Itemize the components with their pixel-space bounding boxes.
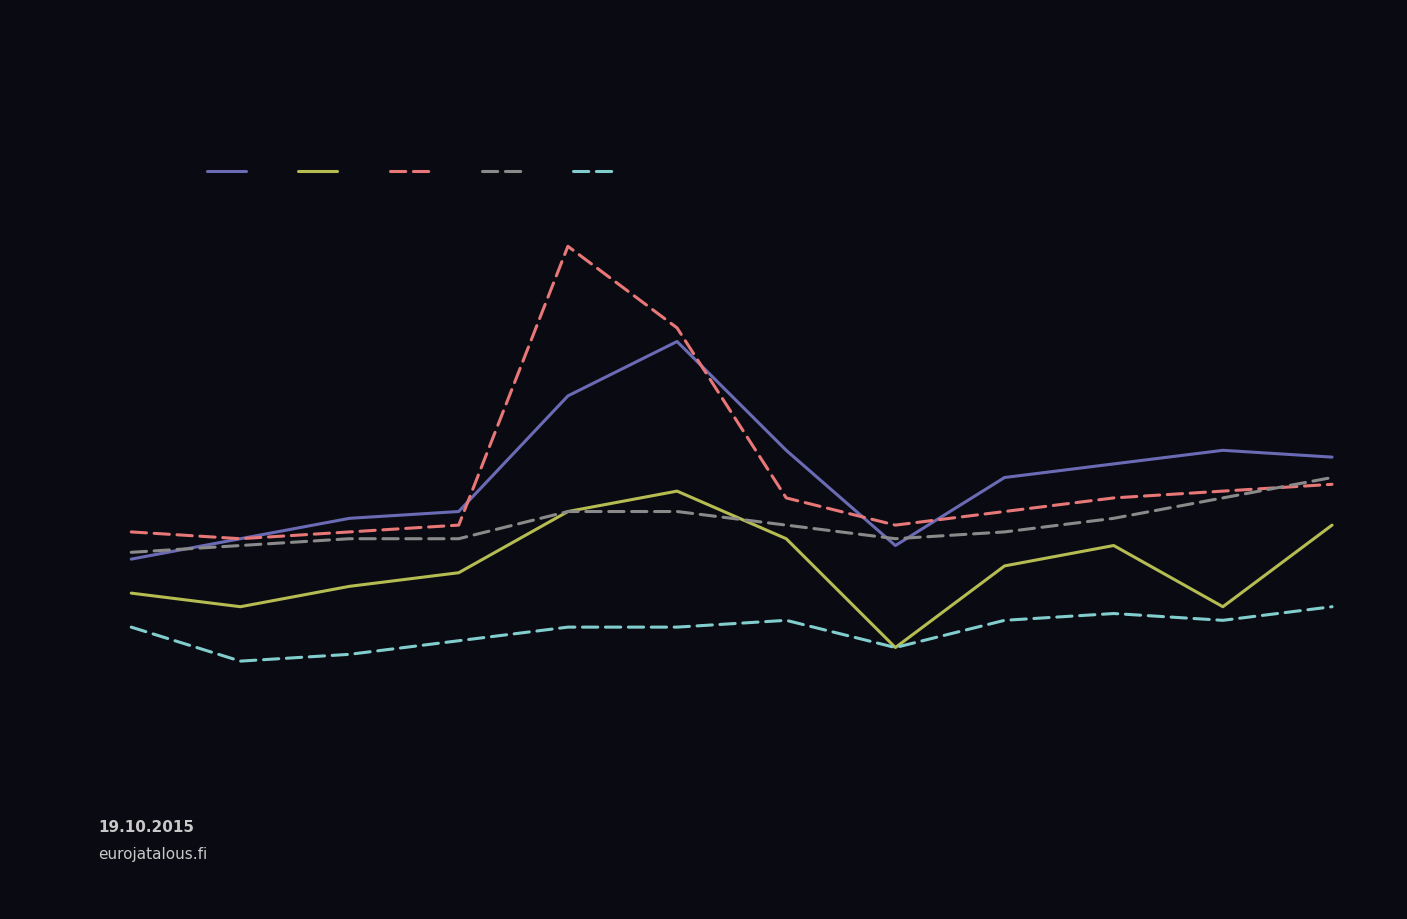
Legend: , , , , : , , , , <box>207 165 616 179</box>
Text: 19.10.2015: 19.10.2015 <box>98 820 194 834</box>
Text: eurojatalous.fi: eurojatalous.fi <box>98 847 208 862</box>
